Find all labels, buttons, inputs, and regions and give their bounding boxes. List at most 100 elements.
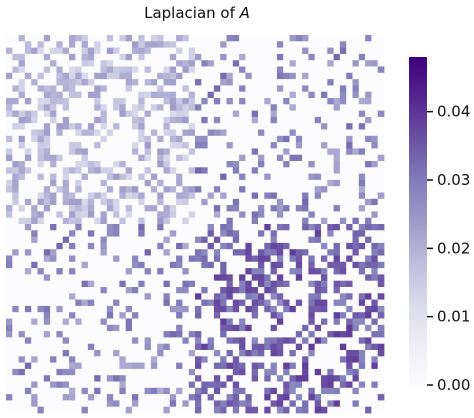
heatmap-cell xyxy=(188,331,196,338)
heatmap-cell xyxy=(258,312,265,319)
heatmap-cell xyxy=(283,167,290,174)
heatmap-cell xyxy=(6,66,13,74)
heatmap-cell xyxy=(31,368,38,376)
heatmap-cell xyxy=(100,305,108,313)
heatmap-cell xyxy=(144,236,152,244)
heatmap-cell xyxy=(50,236,57,244)
heatmap-cell xyxy=(314,129,322,137)
heatmap-cell xyxy=(308,192,316,200)
heatmap-cell xyxy=(138,280,145,288)
heatmap-cell xyxy=(144,98,152,105)
heatmap-cell xyxy=(352,60,360,67)
heatmap-cell xyxy=(251,381,259,389)
heatmap-cell xyxy=(188,35,196,42)
heatmap-cell xyxy=(100,154,108,162)
heatmap-cell xyxy=(138,224,145,231)
heatmap-cell xyxy=(182,148,190,156)
heatmap-cell xyxy=(56,268,64,275)
heatmap-cell xyxy=(258,173,265,181)
heatmap-cell xyxy=(144,381,152,389)
heatmap-cell xyxy=(302,331,309,338)
heatmap-cell xyxy=(302,198,309,206)
heatmap-cell xyxy=(69,318,76,326)
heatmap-cell xyxy=(62,400,70,408)
heatmap-cell xyxy=(302,280,309,288)
heatmap-cell xyxy=(377,98,385,105)
heatmap-cell xyxy=(6,135,13,143)
heatmap-cell xyxy=(62,129,70,137)
heatmap-cell xyxy=(43,261,51,269)
heatmap-cell xyxy=(346,135,353,143)
heatmap-cell xyxy=(138,91,145,99)
heatmap-cell xyxy=(308,66,316,74)
heatmap-cell xyxy=(232,186,240,193)
heatmap-cell xyxy=(346,387,353,395)
heatmap-cell xyxy=(157,230,164,237)
heatmap-cell xyxy=(69,173,76,181)
heatmap-cell xyxy=(188,129,196,137)
heatmap-cell xyxy=(276,192,284,200)
heatmap-cell xyxy=(333,91,341,99)
heatmap-cell xyxy=(87,230,95,237)
heatmap-cell xyxy=(213,236,221,244)
heatmap-cell xyxy=(31,261,38,269)
heatmap-cell xyxy=(245,79,253,86)
heatmap-cell xyxy=(12,312,19,319)
heatmap-cell xyxy=(132,135,139,143)
heatmap-cell xyxy=(56,66,64,74)
heatmap-cell xyxy=(220,217,227,225)
heatmap-cell xyxy=(226,79,234,86)
heatmap-cell xyxy=(302,91,309,99)
heatmap-cell xyxy=(18,280,26,288)
heatmap-cell xyxy=(239,400,246,408)
heatmap-cell xyxy=(377,85,385,93)
heatmap-cell xyxy=(62,135,70,143)
heatmap-cell xyxy=(62,343,70,351)
heatmap-cell xyxy=(37,400,45,408)
heatmap-cell xyxy=(150,224,158,231)
heatmap-cell xyxy=(62,173,70,181)
heatmap-cell xyxy=(6,142,13,149)
heatmap-cell xyxy=(150,299,158,307)
heatmap-cell xyxy=(169,312,177,319)
heatmap-cell xyxy=(18,394,26,401)
heatmap-cell xyxy=(150,98,158,105)
heatmap-cell xyxy=(270,186,278,193)
heatmap-cell xyxy=(327,230,334,237)
heatmap-cell xyxy=(308,154,316,162)
heatmap-cell xyxy=(56,98,64,105)
heatmap-cell xyxy=(132,98,139,105)
heatmap-cell xyxy=(270,331,278,338)
heatmap-cell xyxy=(163,66,171,74)
heatmap-cell xyxy=(201,331,208,338)
heatmap-cell xyxy=(207,217,215,225)
heatmap-cell xyxy=(75,249,82,256)
heatmap-cell xyxy=(371,35,379,42)
heatmap-cell xyxy=(24,343,32,351)
heatmap-cell xyxy=(283,211,290,219)
heatmap-cell xyxy=(358,47,366,55)
heatmap-cell xyxy=(43,255,51,263)
heatmap-cell xyxy=(365,337,372,345)
heatmap-cell xyxy=(365,98,372,105)
heatmap-cell xyxy=(295,249,303,256)
heatmap-cell xyxy=(270,123,278,130)
heatmap-cell xyxy=(270,154,278,162)
heatmap-cell xyxy=(232,135,240,143)
heatmap-cell xyxy=(12,116,19,124)
heatmap-cell xyxy=(106,337,114,345)
heatmap-cell xyxy=(24,387,32,395)
heatmap-cell xyxy=(24,362,32,370)
heatmap-cell xyxy=(365,362,372,370)
heatmap-cell xyxy=(75,154,82,162)
heatmap-cell xyxy=(377,280,385,288)
heatmap-cell xyxy=(251,299,259,307)
heatmap-cell xyxy=(314,198,322,206)
heatmap-cell xyxy=(321,236,328,244)
heatmap-cell xyxy=(377,173,385,181)
heatmap-cell xyxy=(220,85,227,93)
heatmap-cell xyxy=(258,79,265,86)
heatmap-cell xyxy=(106,217,114,225)
heatmap-cell xyxy=(12,299,19,307)
heatmap-cell xyxy=(106,135,114,143)
